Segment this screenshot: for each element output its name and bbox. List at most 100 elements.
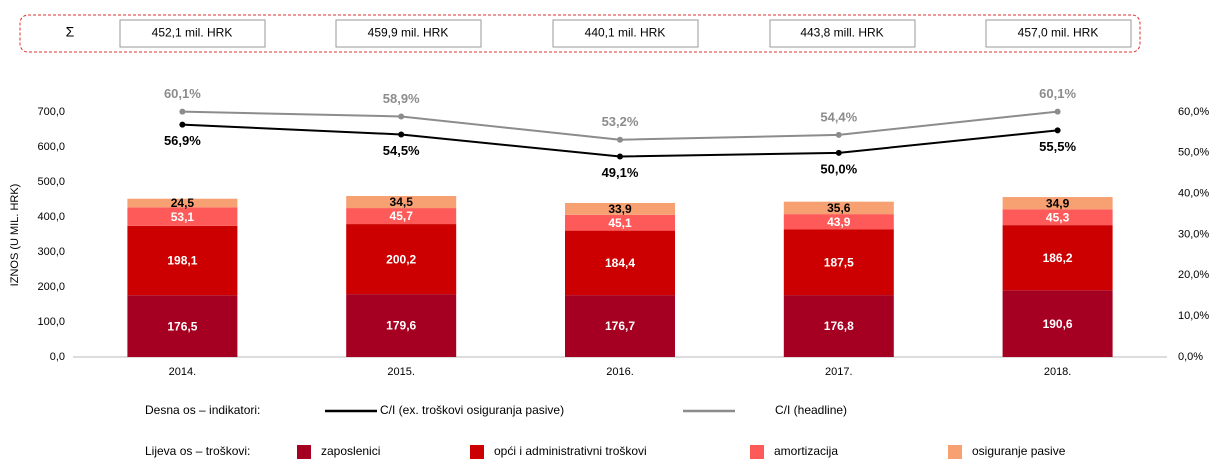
x-tick-label: 2018.: [1044, 366, 1072, 378]
legend-title: Lijeva os – troškovi:: [145, 444, 250, 458]
legend-label: osiguranje pasive: [972, 444, 1066, 458]
y2-tick-label: 50,0%: [1178, 147, 1209, 159]
data-label: 190,6: [1043, 317, 1073, 331]
x-tick-label: 2016.: [606, 366, 634, 378]
bar-segment: [565, 295, 675, 357]
legend-label: C/I (headline): [775, 403, 847, 417]
bar-segment: [127, 295, 238, 357]
bar-segment: [346, 196, 457, 209]
legend-label: zaposlenici: [321, 444, 380, 458]
bar-segment: [565, 202, 675, 215]
data-label: 176,8: [824, 319, 854, 333]
legend-swatch: [470, 445, 484, 459]
data-label: 58,9%: [383, 91, 420, 106]
y-tick-label: 400,0: [37, 211, 65, 223]
line-point: [179, 108, 186, 115]
sum-symbol: Σ: [66, 24, 75, 40]
bar-segment: [127, 198, 238, 208]
bar-segment: [127, 225, 238, 296]
y2-tick-label: 10,0%: [1178, 310, 1209, 322]
bar-segment: [1002, 290, 1113, 357]
bar-segment: [346, 208, 457, 225]
data-label: 53,1: [171, 210, 195, 224]
data-label: 60,1%: [1039, 86, 1076, 101]
bar-segment: [1002, 197, 1113, 210]
y2-tick-label: 60,0%: [1178, 106, 1209, 118]
bar-segment: [565, 230, 675, 296]
line-point: [179, 121, 186, 128]
total-value: 452,1 mil. HRK: [152, 26, 233, 40]
data-label: 34,9: [1046, 196, 1070, 210]
bar-segment: [1002, 209, 1113, 226]
data-label: 24,5: [171, 196, 195, 210]
y-tick-label: 300,0: [37, 246, 65, 258]
bar-segment: [783, 201, 894, 215]
total-box: [769, 19, 916, 48]
data-label: 184,4: [605, 256, 635, 270]
data-label: 34,5: [390, 195, 414, 209]
line-point: [1054, 108, 1061, 115]
line-point: [398, 113, 405, 120]
legend-label: C/I (ex. troškovi osiguranja pasive): [380, 403, 564, 417]
y2-tick-label: 0,0%: [1178, 351, 1203, 363]
y-tick-label: 500,0: [37, 176, 65, 188]
bar-segment: [1002, 225, 1113, 291]
y-tick-label: 700,0: [37, 106, 65, 118]
data-label: 198,1: [167, 254, 197, 268]
data-label: 49,1%: [602, 165, 639, 180]
line-point: [835, 131, 842, 138]
data-label: 55,5%: [1039, 139, 1076, 154]
bar-segment: [783, 214, 894, 230]
data-label: 54,4%: [820, 109, 857, 124]
bar-segment: [783, 229, 894, 296]
total-box: [335, 19, 482, 48]
line-point: [617, 136, 623, 143]
legend-swatch: [750, 445, 764, 459]
x-tick-label: 2014.: [169, 366, 197, 378]
data-label: 200,2: [386, 252, 416, 266]
data-label: 186,2: [1043, 251, 1073, 265]
bar-segment: [346, 294, 457, 357]
legend-swatch: [297, 445, 311, 459]
y-tick-label: 100,0: [37, 316, 65, 328]
legend-title: Desna os – indikatori:: [145, 403, 260, 417]
data-label: 187,5: [824, 255, 854, 269]
bar-segment: [565, 214, 675, 231]
data-label: 35,6: [827, 201, 851, 215]
y2-tick-label: 30,0%: [1178, 228, 1209, 240]
x-tick-label: 2017.: [825, 366, 853, 378]
total-value: 440,1 mil. HRK: [585, 26, 666, 40]
data-label: 179,6: [386, 319, 416, 333]
total-box: [552, 19, 699, 48]
data-label: 56,9%: [164, 133, 201, 148]
y-tick-label: 0,0: [50, 351, 65, 363]
y2-tick-label: 40,0%: [1178, 188, 1209, 200]
data-label: 50,0%: [820, 161, 857, 176]
y-tick-label: 600,0: [37, 141, 65, 153]
data-label: 33,9: [608, 202, 632, 216]
data-label: 54,5%: [383, 143, 420, 158]
data-label: 176,7: [605, 319, 635, 333]
legend-swatch: [948, 445, 962, 459]
legend-label: amortizacija: [774, 444, 838, 458]
data-label: 45,1: [608, 216, 632, 230]
total-value: 459,9 mil. HRK: [368, 26, 449, 40]
data-label: 45,3: [1046, 210, 1070, 224]
bar-segment: [127, 207, 238, 226]
line-point: [1054, 127, 1061, 134]
y-axis-label: IZNOS (U MIL. HRK): [9, 184, 21, 287]
line-point: [398, 131, 405, 138]
bar-segment: [783, 295, 894, 357]
total-box: [985, 19, 1132, 48]
total-value: 443,8 mill. HRK: [800, 26, 883, 40]
data-label: 53,2%: [602, 114, 639, 129]
total-box: [119, 19, 266, 48]
data-label: 45,7: [390, 209, 414, 223]
data-label: 60,1%: [164, 86, 201, 101]
y-tick-label: 200,0: [37, 281, 65, 293]
legend-label: opći i administrativni troškovi: [494, 444, 647, 458]
data-label: 43,9: [827, 215, 851, 229]
bar-segment: [346, 224, 457, 295]
x-tick-label: 2015.: [387, 366, 415, 378]
